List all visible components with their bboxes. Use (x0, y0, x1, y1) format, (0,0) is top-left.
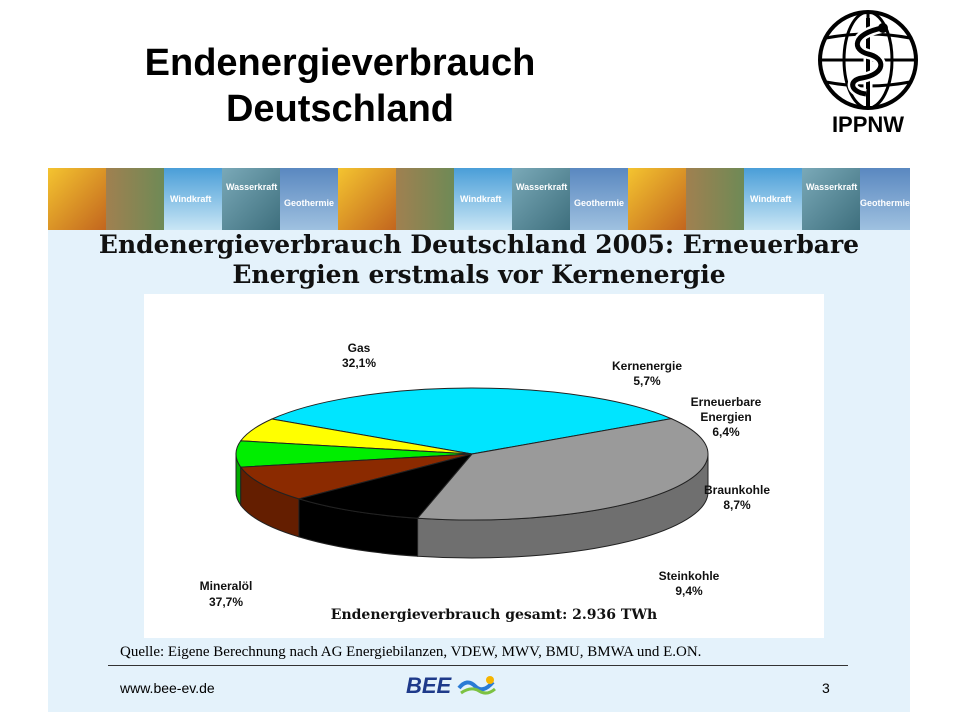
label-erneuerbare-value: 6,4% (712, 425, 740, 439)
pie-slice-steinkohle (297, 453, 474, 519)
label-steinkohle-value: 9,4% (675, 584, 703, 598)
label-gas-value: 32,1% (342, 356, 376, 370)
slide-title-line2: Deutschland (225, 88, 455, 130)
banner-label-geothermie-2: Geothermie (574, 198, 624, 208)
page-number: 3 (822, 680, 830, 696)
slide-title-line1: Endenergieverbrauch (144, 42, 536, 84)
pie-sides (235, 453, 709, 559)
pie-tops (235, 387, 709, 521)
chart-heading: Endenergieverbrauch Deutschland 2005: Er… (48, 230, 910, 290)
footer-url: www.bee-ev.de (120, 680, 215, 696)
label-erneuerbare-name-line2: Energien (700, 410, 751, 424)
label-mineraloel-value: 37,7% (209, 595, 243, 609)
label-braunkohle-value: 8,7% (723, 498, 751, 512)
banner-label-wasserkraft-2: Wasserkraft (516, 182, 567, 192)
bee-logo-text: BEE (406, 673, 452, 698)
label-gas-name: Gas (348, 341, 371, 355)
banner-tile-group-3 (628, 168, 910, 230)
slide-title: Endenergieverbrauch Deutschland (100, 40, 580, 132)
label-mineraloel-name: Mineralöl (200, 579, 253, 593)
ippnw-logo: IPPNW (812, 8, 924, 140)
energy-photo-banner: Wasserkraft Windkraft Geothermie Wasserk… (48, 168, 910, 230)
globe-serpent-icon (818, 10, 918, 110)
pie-slice-braunkohle (239, 453, 473, 500)
chart-heading-line2: Energien erstmals vor Kernenergie (232, 260, 726, 289)
banner-tile-group-2 (338, 168, 628, 230)
label-steinkohle-name: Steinkohle (659, 569, 720, 583)
banner-tile-group-1 (48, 168, 338, 230)
label-kernenergie-value: 5,7% (633, 374, 661, 388)
chart-area: Gas 32,1% Kernenergie 5,7% Erneuerbare E… (144, 294, 824, 638)
content-panel: Wasserkraft Windkraft Geothermie Wasserk… (48, 168, 910, 712)
pie-slice-mineral-l (416, 418, 709, 521)
source-note: Quelle: Eigene Berechnung nach AG Energi… (120, 644, 702, 660)
banner-label-windkraft-2: Windkraft (460, 194, 501, 204)
banner-label-windkraft-1: Windkraft (170, 194, 211, 204)
pie-chart: Gas 32,1% Kernenergie 5,7% Erneuerbare E… (200, 341, 771, 623)
label-kernenergie-name: Kernenergie (612, 359, 682, 373)
chart-heading-line1: Endenergieverbrauch Deutschland 2005: Er… (98, 230, 860, 259)
chart-total-label: Endenergieverbrauch gesamt: 2.936 TWh (331, 607, 657, 623)
banner-label-geothermie-3: Geothermie (860, 198, 910, 208)
label-braunkohle-name: Braunkohle (704, 483, 770, 497)
banner-label-wasserkraft-3: Wasserkraft (806, 182, 857, 192)
banner-label-geothermie-1: Geothermie (284, 198, 334, 208)
wave-icon (457, 676, 497, 695)
bee-logo: BEE (406, 673, 497, 699)
logo-text: IPPNW (831, 112, 905, 137)
label-erneuerbare-name-line1: Erneuerbare (691, 395, 762, 409)
pie-slice-gas (270, 387, 673, 455)
banner-label-windkraft-3: Windkraft (750, 194, 791, 204)
banner-label-wasserkraft-1: Wasserkraft (226, 182, 277, 192)
footer-divider (108, 665, 848, 666)
